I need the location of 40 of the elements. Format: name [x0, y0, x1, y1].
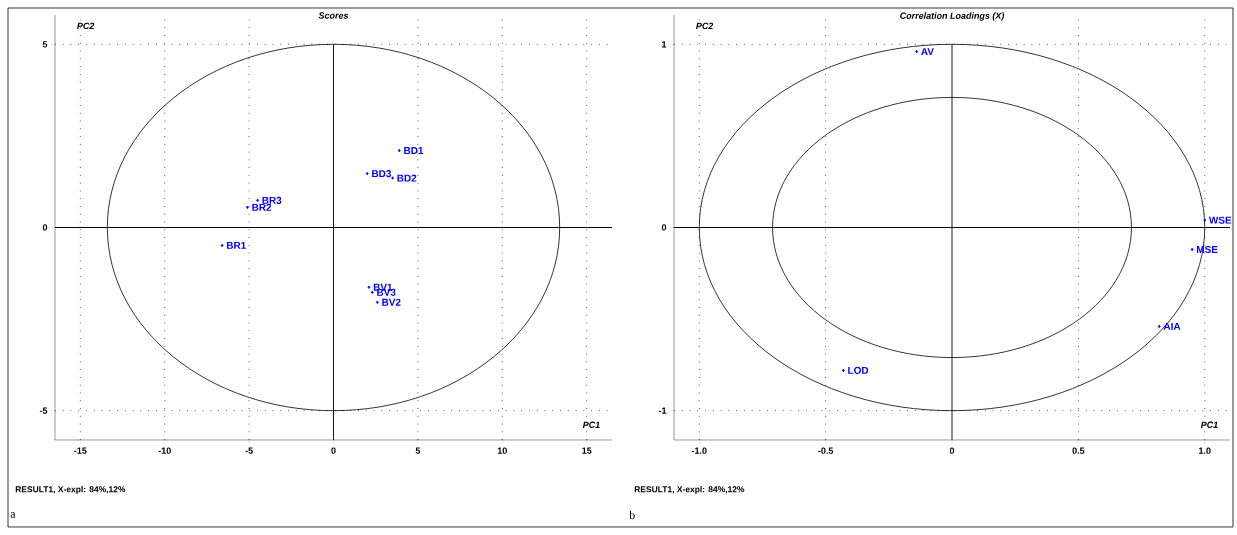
- x-tick-label: 10: [497, 447, 507, 454]
- x-tick-label: -5: [245, 447, 253, 454]
- annotation: BR2: [252, 203, 272, 211]
- x-tick-label: 5: [415, 447, 421, 454]
- text: b: [629, 510, 635, 520]
- x-tick-label: -10: [158, 447, 171, 454]
- y-tick-label: -1: [658, 407, 667, 414]
- x-tick-label: -0.5: [818, 447, 834, 454]
- x-axis-title: PC1: [1200, 421, 1218, 428]
- y-tick-label: 1: [662, 41, 667, 48]
- annotation: BR3: [262, 196, 282, 204]
- annotation: MSE: [1196, 245, 1218, 253]
- annotation: BD3: [372, 170, 392, 178]
- annotation: BR1: [226, 242, 246, 249]
- annotation: BD2: [397, 174, 417, 182]
- y-tick-label: 0: [661, 224, 667, 231]
- annotation: BD1: [404, 147, 424, 154]
- x-tick-label: 0: [949, 447, 955, 454]
- y-tick-label: 5: [42, 41, 48, 48]
- x-axis-title: PC1: [582, 421, 600, 428]
- x-tick-label: 15: [582, 447, 592, 454]
- text: a: [10, 512, 16, 518]
- annotation: AV: [921, 48, 934, 56]
- y-tick-label: -5: [39, 407, 48, 414]
- text: RESULT1, X-expl: 84%,12%: [15, 486, 126, 494]
- annotation: BV2: [382, 298, 401, 306]
- y-axis-title: PC2: [77, 22, 95, 30]
- y-tick-label: 0: [42, 224, 48, 231]
- x-tick-label: 1.0: [1199, 447, 1211, 454]
- chart-title: Correlation Loadings (X): [900, 12, 1005, 21]
- x-tick-label: -1.0: [691, 447, 707, 454]
- chart-title: Scores: [318, 12, 349, 19]
- y-axis-title: PC2: [696, 22, 714, 30]
- text: RESULT1, X-expl: 84%,12%: [634, 486, 745, 494]
- x-tick-label: 0.5: [1072, 447, 1085, 454]
- x-tick-label: 0: [331, 447, 336, 454]
- annotation: WSE: [1208, 216, 1232, 224]
- x-tick-label: -15: [74, 447, 87, 454]
- annotation: LOD: [848, 366, 869, 374]
- annotation: AIA: [1163, 322, 1181, 330]
